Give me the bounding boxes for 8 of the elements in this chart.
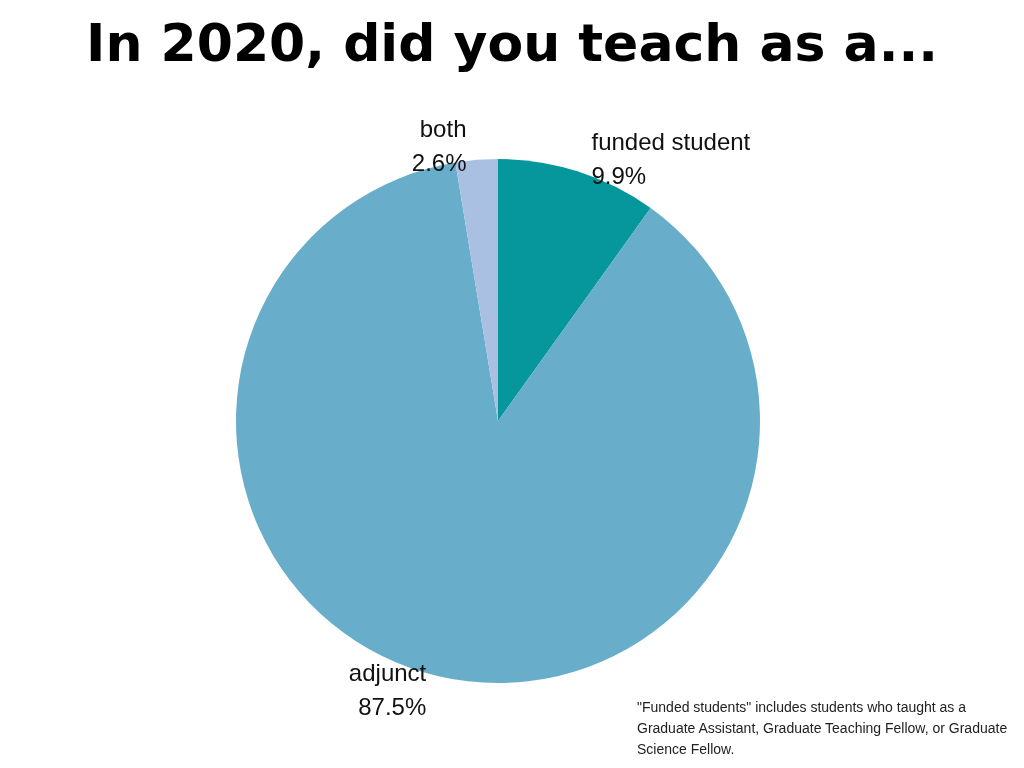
slice-label: both — [419, 115, 467, 143]
chart-title: In 2020, did you teach as a... — [86, 13, 938, 73]
data-label: 87.5% — [358, 693, 427, 721]
text: "Funded students" includes students who taught as a Graduate Assistant, Graduate Teaching Fellow, or Graduate Science Fellow. — [637, 698, 1012, 757]
slice-label: funded student — [591, 127, 751, 155]
data-label: 2.6% — [411, 149, 467, 177]
slice-label: adjunct — [348, 659, 427, 687]
data-label: 9.9% — [591, 161, 647, 189]
